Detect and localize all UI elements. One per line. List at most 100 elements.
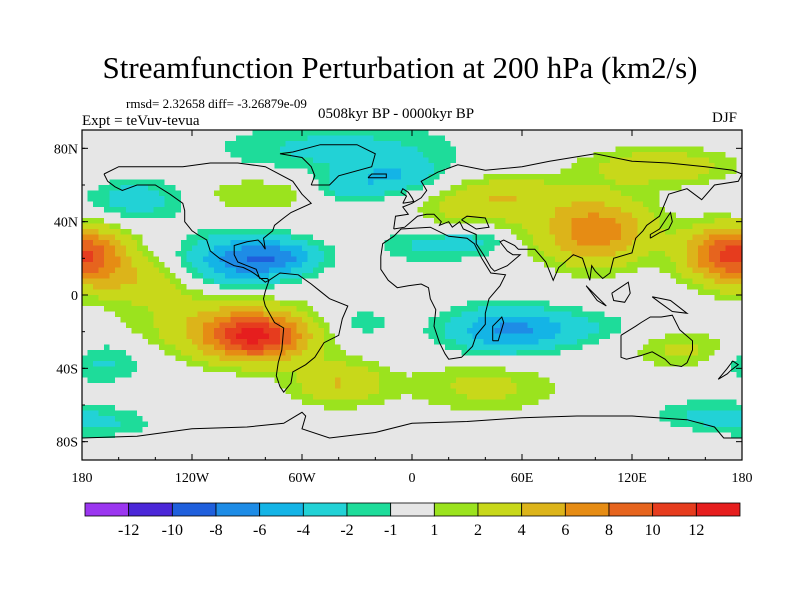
field-cell <box>241 196 248 202</box>
field-cell <box>318 256 325 263</box>
field-cell <box>731 328 737 334</box>
field-cell <box>555 251 561 257</box>
field-cell <box>269 273 275 279</box>
field-cell <box>307 339 314 345</box>
field-cell <box>610 135 616 142</box>
field-cell <box>714 262 721 268</box>
field-cell <box>643 240 649 246</box>
field-cell <box>582 218 589 224</box>
field-cell <box>428 174 435 180</box>
field-cell <box>109 306 116 312</box>
field-cell <box>511 207 517 213</box>
field-cell <box>632 245 638 252</box>
field-cell <box>626 273 633 279</box>
field-cell <box>450 141 457 147</box>
field-cell <box>412 179 418 186</box>
field-cell <box>340 306 347 312</box>
field-cell <box>687 185 693 191</box>
field-cell <box>478 344 484 351</box>
field-cell <box>329 207 336 213</box>
field-cell <box>263 317 270 323</box>
field-cell <box>593 306 600 312</box>
field-cell <box>126 240 132 246</box>
field-cell <box>692 344 699 351</box>
field-cell <box>302 130 308 136</box>
field-cell <box>456 262 462 268</box>
field-cell <box>241 212 248 219</box>
field-cell <box>285 245 292 252</box>
field-cell <box>395 185 402 191</box>
field-cell <box>637 179 644 186</box>
field-cell <box>384 157 391 164</box>
field-cell <box>131 152 138 158</box>
field-cell <box>340 278 347 285</box>
field-cell <box>659 223 666 230</box>
field-cell <box>241 311 248 318</box>
field-cell <box>604 284 611 290</box>
field-cell <box>274 196 281 202</box>
field-cell <box>346 300 352 307</box>
field-cell <box>368 146 374 153</box>
field-cell <box>87 333 94 340</box>
field-cell <box>599 168 605 175</box>
field-cell <box>258 344 264 351</box>
field-cell <box>516 295 523 301</box>
field-cell <box>637 256 644 263</box>
field-cell <box>725 256 732 263</box>
field-cell <box>670 135 677 142</box>
field-cell <box>296 196 303 202</box>
field-cell <box>571 284 578 290</box>
field-cell <box>533 300 539 307</box>
field-cell <box>434 212 440 219</box>
field-cell <box>516 157 523 164</box>
field-cell <box>494 146 501 153</box>
field-cell <box>274 168 281 175</box>
field-cell <box>384 300 391 307</box>
field-cell <box>709 295 715 301</box>
field-cell <box>544 179 550 186</box>
field-cell <box>384 328 391 334</box>
field-cell <box>274 322 281 329</box>
field-cell <box>423 185 429 191</box>
field-cell <box>577 234 583 241</box>
field-cell <box>126 135 132 142</box>
field-cell <box>472 273 479 279</box>
field-cell <box>137 223 143 230</box>
field-cell <box>456 218 462 224</box>
field-cell <box>714 339 721 345</box>
field-cell <box>681 289 688 296</box>
field-cell <box>137 344 143 351</box>
field-cell <box>362 201 369 208</box>
field-cell <box>533 201 539 208</box>
field-cell <box>439 262 446 268</box>
field-cell <box>142 333 149 340</box>
field-cell <box>505 157 512 164</box>
field-cell <box>252 207 259 213</box>
field-cell <box>736 322 743 329</box>
field-cell <box>648 256 655 263</box>
field-cell <box>522 245 528 252</box>
field-cell <box>131 344 138 351</box>
field-cell <box>175 289 182 296</box>
field-cell <box>588 278 594 285</box>
field-cell <box>346 223 352 230</box>
field-cell <box>566 300 572 307</box>
field-cell <box>714 201 721 208</box>
field-cell <box>538 267 545 274</box>
field-cell <box>648 212 655 219</box>
field-cell <box>285 278 292 285</box>
field-cell <box>126 256 132 263</box>
field-cell <box>720 328 726 334</box>
field-cell <box>351 190 358 197</box>
field-cell <box>401 251 407 257</box>
field-cell <box>318 146 325 153</box>
field-cell <box>186 350 193 356</box>
field-cell <box>170 328 176 334</box>
field-cell <box>582 157 589 164</box>
field-cell <box>698 284 704 290</box>
field-cell <box>709 317 715 323</box>
field-cell <box>549 344 556 351</box>
field-cell <box>181 273 187 279</box>
field-cell <box>571 240 578 246</box>
field-cell <box>307 229 314 235</box>
